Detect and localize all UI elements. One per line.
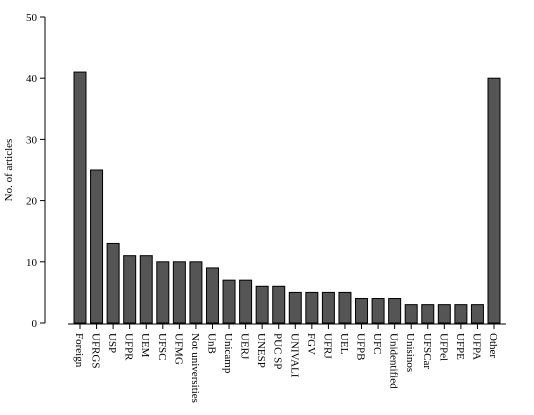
bar	[487, 77, 501, 324]
x-tick-label: Foreign	[73, 333, 85, 368]
bar	[189, 261, 203, 324]
y-tick-label: 30	[26, 134, 38, 146]
bar	[90, 169, 104, 324]
bar	[437, 304, 451, 324]
x-tick-label: UFPel	[437, 333, 449, 361]
bar	[106, 242, 120, 324]
bar	[321, 291, 335, 324]
bar	[172, 261, 186, 324]
x-tick-label: UFPE	[454, 333, 466, 360]
x-tick-label: UERJ	[239, 333, 251, 360]
bar	[222, 279, 236, 324]
bar	[388, 298, 402, 324]
x-tick-label: UFPR	[123, 333, 135, 361]
y-tick-label: 0	[32, 318, 38, 330]
bar	[288, 291, 302, 324]
x-tick-label: Unisinos	[404, 333, 416, 372]
bar	[371, 298, 385, 324]
x-tick-label: Not universities	[189, 333, 201, 403]
bar	[338, 291, 352, 324]
x-tick-label: UEM	[139, 333, 151, 358]
bar	[239, 279, 253, 324]
bar	[421, 304, 435, 324]
y-tick-label: 40	[26, 73, 38, 85]
bar	[272, 285, 286, 324]
x-tick-label: UFPB	[355, 333, 367, 361]
x-tick-label: Other	[487, 333, 499, 358]
x-tick-label: USP	[106, 333, 118, 353]
x-tick-label: UFSCar	[421, 333, 433, 369]
y-tick-label: 10	[26, 257, 38, 269]
bar	[355, 298, 369, 324]
bar	[255, 285, 269, 324]
x-tick-label: Unicamp	[222, 333, 234, 374]
bar	[123, 255, 137, 324]
bar	[139, 255, 153, 324]
bar	[205, 267, 219, 324]
y-axis-label: No. of articles	[3, 139, 15, 202]
x-tick-label: UEL	[338, 333, 350, 355]
x-tick-label: FGV	[305, 333, 317, 355]
x-tick-label: UFC	[371, 333, 383, 354]
bar	[73, 71, 87, 324]
bar	[404, 304, 418, 324]
x-tick-label: UFRGS	[90, 333, 102, 368]
bar	[156, 261, 170, 324]
x-tick-label: UnB	[205, 333, 217, 354]
bar	[454, 304, 468, 324]
bar	[305, 291, 319, 324]
x-tick-label: UFSC	[156, 333, 168, 361]
y-tick-label: 50	[26, 12, 38, 24]
x-tick-label: UNIVALI	[288, 333, 300, 378]
y-tick-label: 20	[26, 196, 38, 208]
x-tick-label: UFPA	[470, 333, 482, 360]
x-tick-label: UFRJ	[321, 333, 333, 359]
bar	[470, 304, 484, 324]
x-tick-label: PUC SP	[272, 333, 284, 369]
x-tick-label: Unidentified	[388, 333, 400, 389]
x-tick-label: UNESP	[255, 333, 267, 368]
x-tick-label: UFMG	[172, 333, 184, 365]
